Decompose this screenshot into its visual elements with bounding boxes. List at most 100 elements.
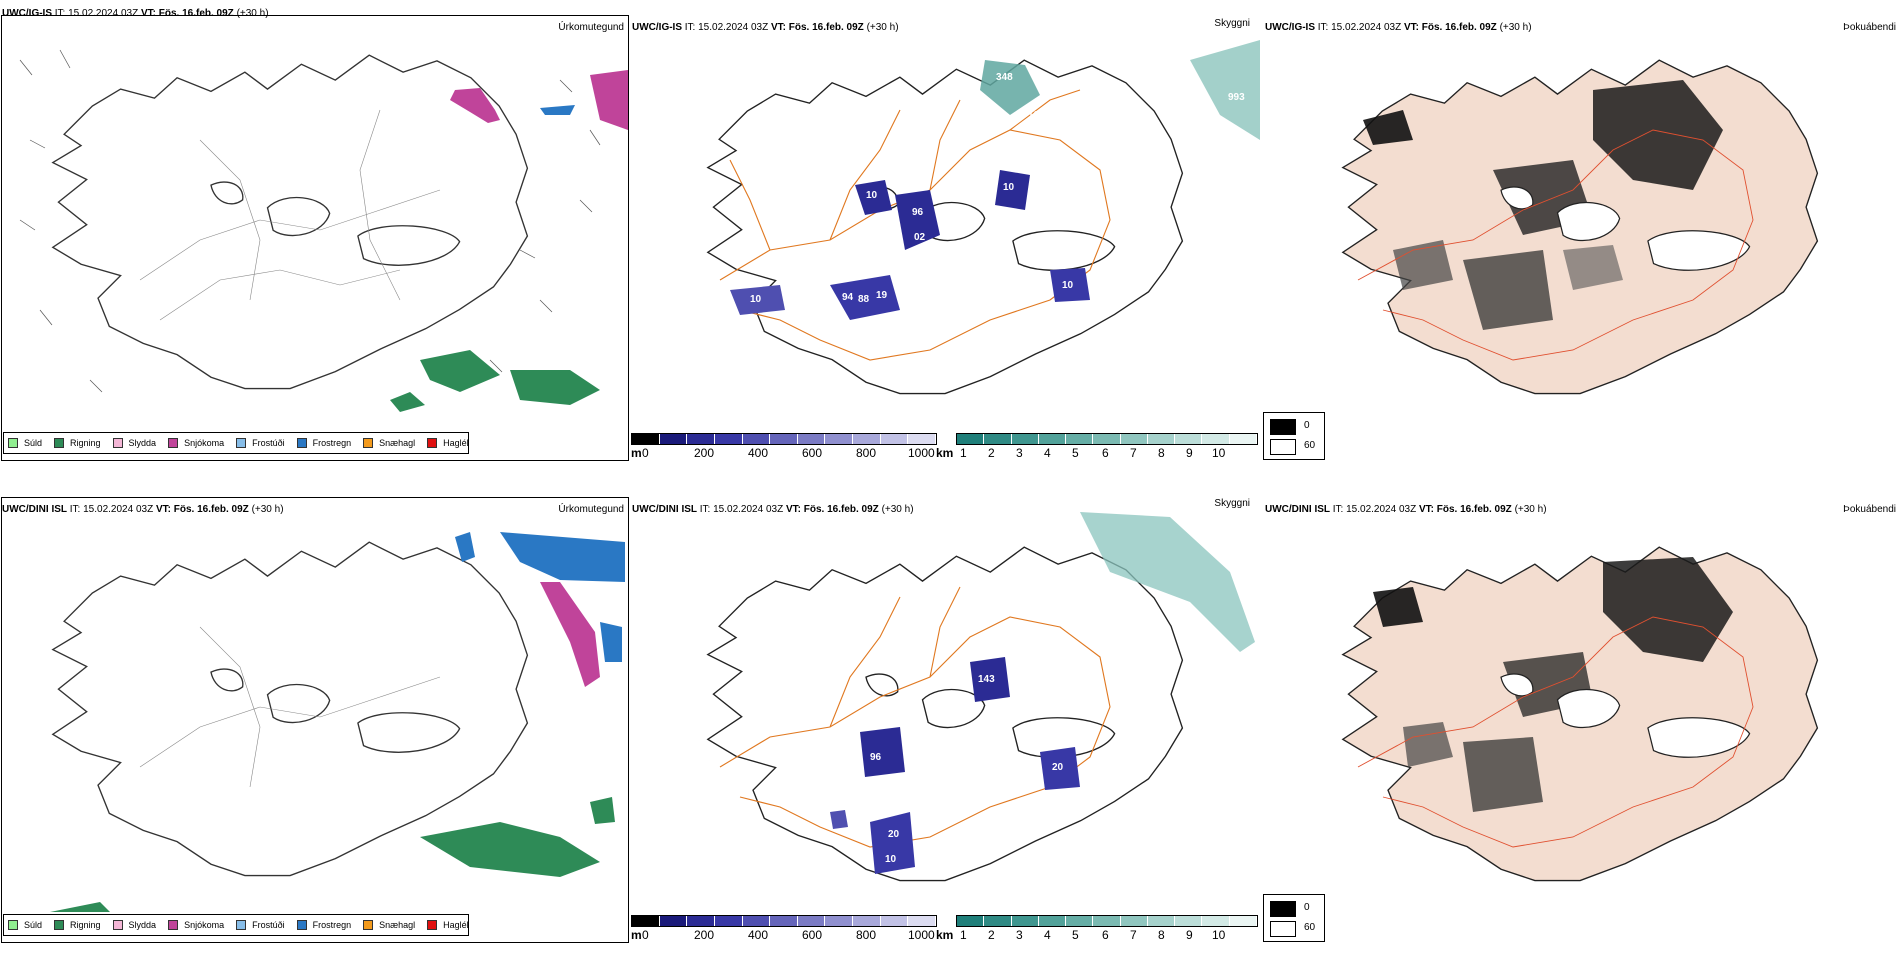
legend-item: Frostregn	[296, 438, 352, 448]
vt-value: Fös. 16.feb. 09Z	[1421, 22, 1497, 33]
tick-label: 7	[1130, 928, 1137, 942]
vt-label: VT:	[770, 22, 786, 33]
cloud-base-unit: m	[631, 928, 642, 942]
panel-header: UWC/DINI ISL IT: 15.02.2024 03Z VT: Fös.…	[1265, 504, 1547, 515]
legend-label: Snæhagl	[379, 920, 416, 930]
legend-item: Snæhagl	[363, 438, 415, 448]
tick-label: 200	[694, 446, 715, 460]
tick-label: 7	[1130, 446, 1137, 460]
fog-low-swatch	[1270, 921, 1296, 937]
ceiling-value: 96	[870, 752, 882, 763]
legend-item: Haglél	[427, 920, 469, 930]
ceiling-value: 17	[856, 324, 868, 335]
it-value: 15.02.2024 03Z	[713, 504, 784, 515]
ceiling-value: 20	[888, 829, 900, 840]
tick-label: 6	[1102, 928, 1109, 942]
legend-label: Snjókoma	[184, 920, 225, 930]
field-name: Úrkomutegund	[558, 504, 624, 515]
legend-item: Frostregn	[296, 920, 351, 930]
precip-type-panel: UWC/IG-IS IT: 15.02.2024 03Z VT: Fös. 16…	[0, 0, 630, 475]
legend-item: Snæhagl	[363, 920, 415, 930]
fog-high-swatch	[1270, 901, 1296, 917]
field-name: Skyggni	[1214, 18, 1250, 29]
field-name: Úrkomutegund	[558, 22, 624, 33]
swatch	[236, 438, 247, 448]
ceiling-value: 94	[842, 292, 854, 303]
legend-item: Slydda	[112, 920, 156, 930]
fog-high-label: 0	[1304, 902, 1310, 913]
visibility-panel: UWC/DINI ISL IT: 15.02.2024 03Z VT: Fös.…	[630, 482, 1260, 957]
roads	[719, 89, 1111, 361]
ceiling-value: 96	[912, 207, 924, 218]
legend-label: Súld	[24, 920, 43, 930]
ceiling-value: 10	[885, 854, 897, 865]
bottom-row: UWC/DINI ISL IT: 15.02.2024 03Z VT: Fös.…	[0, 482, 1900, 957]
panel-header: UWC/IG-IS IT: 15.02.2024 03Z VT: Fös. 16…	[632, 22, 899, 33]
tick-label: 1	[960, 446, 967, 460]
visibility-unit: km	[936, 446, 954, 460]
visibility-colorbar	[956, 915, 1258, 927]
swatch	[168, 438, 179, 448]
tick-label: 8	[1158, 928, 1165, 942]
panel-header: UWC/DINI ISL IT: 15.02.2024 03Z VT: Fös.…	[2, 504, 284, 515]
fog-panel: UWC/IG-IS IT: 15.02.2024 03Z VT: Fös. 16…	[1263, 0, 1900, 475]
it-label: IT:	[699, 504, 711, 515]
field-name: Skyggni	[1214, 498, 1250, 509]
cloud-base-unit: m	[631, 446, 642, 460]
tick-label: 1000	[908, 446, 935, 460]
visibility-map: 348 107 993 10 96 02 10 10 94 88 19 17 1…	[707, 40, 1260, 395]
ceiling-value: 993	[1228, 92, 1245, 103]
swatch	[296, 438, 307, 448]
visibility-map: 143 96 20 10 20 84 92 10	[707, 512, 1255, 882]
it-value: 15.02.2024 03Z	[1331, 22, 1402, 33]
vt-value: Fös. 16.feb. 09Z	[158, 8, 234, 19]
ceiling-value: 10	[900, 794, 912, 805]
legend-item: Rigning	[54, 920, 101, 930]
tick-label: 0	[642, 446, 649, 460]
swatch	[112, 920, 123, 930]
vt-label: VT:	[1403, 22, 1419, 33]
precip-areas	[390, 70, 628, 412]
legend-item: Súld	[8, 438, 42, 448]
precip-type-legend: Súld Rigning Slydda Snjókoma Frostúði Fr…	[3, 432, 469, 454]
ceiling-value: 143	[978, 674, 995, 685]
fog-high-label: 0	[1304, 420, 1310, 431]
fog-high-swatch	[1270, 419, 1296, 435]
tick-label: 6	[1102, 446, 1109, 460]
ceiling-value: 84	[1100, 624, 1112, 635]
visibility-panel: UWC/IG-IS IT: 15.02.2024 03Z VT: Fös. 16…	[630, 0, 1260, 475]
tick-label: 400	[748, 928, 769, 942]
fog-map	[1342, 546, 1819, 882]
legend-label: Rigning	[70, 920, 101, 930]
ceiling-labels: 143 96 20 10 20 84 92 10	[870, 624, 1142, 865]
ceiling-value: 92	[1130, 732, 1142, 743]
top-row: UWC/IG-IS IT: 15.02.2024 03Z VT: Fös. 16…	[0, 0, 1900, 475]
tick-label: 4	[1044, 928, 1051, 942]
swatch	[8, 438, 18, 448]
legend-label: Slydda	[128, 438, 157, 448]
legend-item: Frostúði	[236, 920, 285, 930]
it-label: IT:	[1332, 504, 1344, 515]
roads	[1357, 616, 1754, 848]
ceiling-value: 19	[876, 290, 888, 301]
swatch	[363, 920, 374, 930]
tick-label: 2	[988, 446, 995, 460]
fog-index-areas	[1373, 557, 1733, 812]
fog-map	[1342, 59, 1819, 395]
ceiling-value: 02	[914, 232, 926, 243]
vt-label: VT:	[1418, 504, 1434, 515]
ceiling-value: 10	[866, 190, 878, 201]
visibility-colorbar	[956, 433, 1258, 445]
fog-panel: UWC/DINI ISL IT: 15.02.2024 03Z VT: Fös.…	[1263, 482, 1900, 957]
tick-label: 8	[1158, 446, 1165, 460]
swatch	[296, 920, 307, 930]
swatch	[363, 438, 374, 448]
lead-time: (+30 h)	[866, 22, 899, 33]
it-label: IT:	[684, 22, 696, 33]
legend-label: Frostregn	[312, 438, 352, 448]
tick-label: 9	[1186, 446, 1193, 460]
map-frame	[1, 15, 629, 461]
it-label: IT:	[1317, 22, 1329, 33]
cloud-base-colorbar	[631, 915, 937, 927]
fog-legend: 0 60	[1263, 894, 1325, 942]
